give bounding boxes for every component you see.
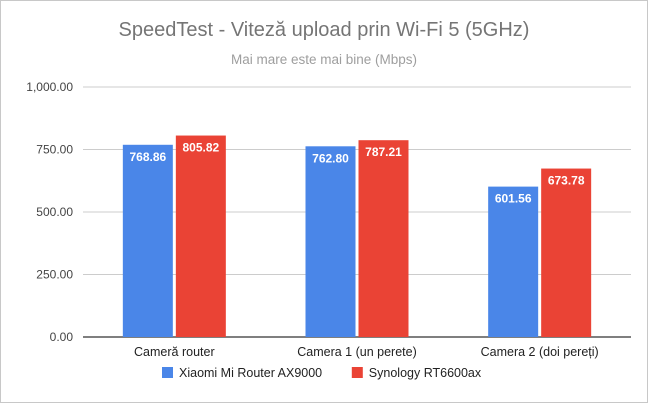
chart-title: SpeedTest - Viteză upload prin Wi-Fi 5 (… <box>118 19 530 41</box>
bar <box>488 186 539 337</box>
legend-label: Synology RT6600ax <box>369 366 482 380</box>
data-label: 787.21 <box>365 145 402 159</box>
y-tick-label: 0.00 <box>50 330 74 344</box>
y-tick-label: 1,000.00 <box>26 80 73 94</box>
bar <box>358 140 409 337</box>
y-tick-label: 500.00 <box>36 205 73 219</box>
data-label: 673.78 <box>548 174 585 188</box>
data-label: 805.82 <box>182 141 219 155</box>
y-tick-label: 250.00 <box>36 268 73 282</box>
bar <box>122 144 173 337</box>
x-tick-label: Cameră router <box>134 345 215 359</box>
bar <box>175 135 226 337</box>
chart-subtitle: Mai mare este mai bine (Mbps) <box>230 52 418 67</box>
bar <box>541 168 592 337</box>
bar <box>305 146 356 337</box>
x-tick-label: Camera 1 (un perete) <box>297 345 417 359</box>
data-label: 762.80 <box>312 151 349 165</box>
data-label: 601.56 <box>495 192 532 206</box>
data-label: 768.86 <box>129 150 166 164</box>
x-tick-label: Camera 2 (doi pereți) <box>481 345 599 359</box>
legend-label: Xiaomi Mi Router AX9000 <box>179 366 322 380</box>
legend-swatch <box>351 367 363 378</box>
legend-swatch <box>162 367 173 378</box>
y-tick-label: 750.00 <box>36 143 73 157</box>
